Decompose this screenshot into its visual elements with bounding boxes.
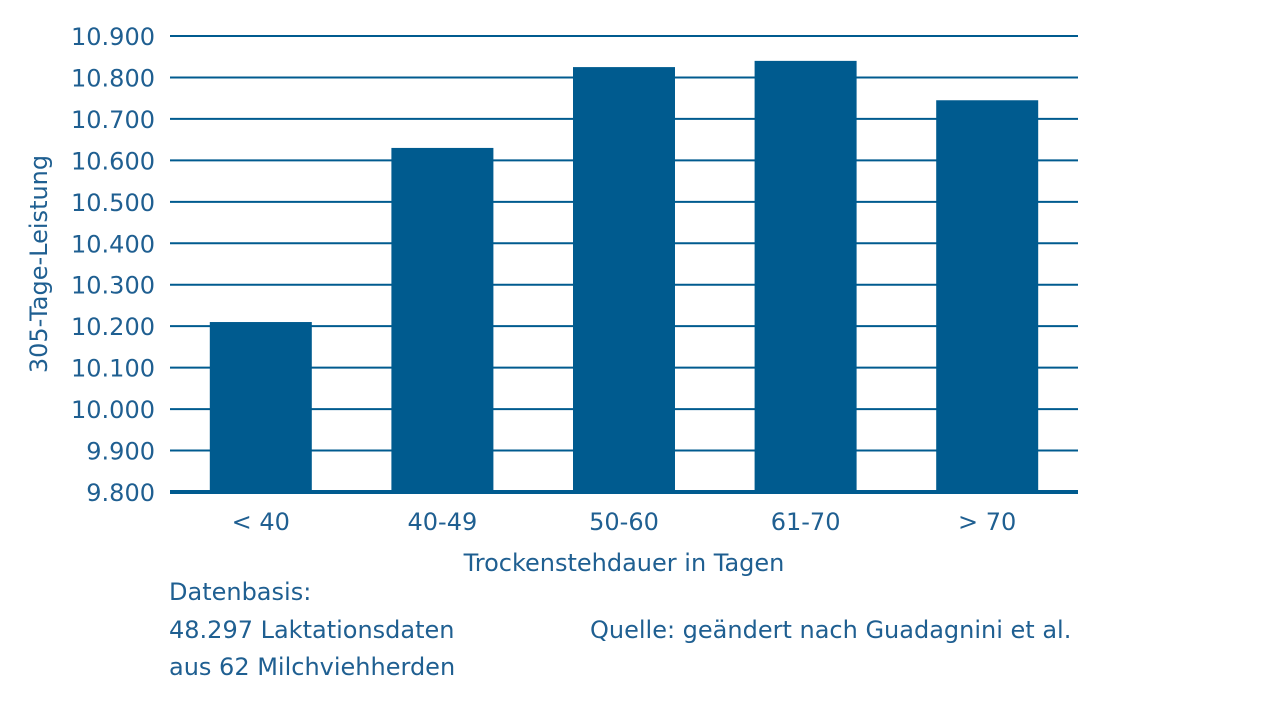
y-tick-label: 10.700	[71, 106, 155, 134]
x-category-label: > 70	[958, 508, 1016, 536]
bar	[209, 322, 312, 492]
bar	[754, 60, 857, 492]
y-tick-label: 10.000	[71, 396, 155, 424]
datenbasis-line1: 48.297 Laktationsdaten	[169, 616, 455, 644]
bar	[573, 67, 675, 492]
datenbasis-title: Datenbasis:	[169, 578, 312, 606]
x-axis-title: Trockenstehdauer in Tagen	[463, 549, 785, 577]
bar	[391, 147, 494, 492]
y-tick-label: 10.900	[71, 23, 155, 51]
x-category-label: 50-60	[589, 508, 659, 536]
bar	[936, 100, 1039, 492]
y-tick-label: 10.600	[71, 147, 155, 175]
x-category-label: 61-70	[771, 508, 841, 536]
y-tick-label: 10.800	[71, 64, 155, 92]
y-tick-label: 10.400	[71, 230, 155, 258]
y-tick-label: 9.800	[86, 479, 155, 507]
y-tick-label: 10.100	[71, 355, 155, 383]
bars	[209, 60, 1039, 492]
x-category-label: 40-49	[408, 508, 478, 536]
source-note: Quelle: geändert nach Guadagnini et al.	[590, 616, 1072, 644]
datenbasis-line2: aus 62 Milchviehherden	[169, 653, 456, 681]
y-axis-tick-labels: 9.800 9.900 10.000 10.100 10.200 10.300 10.400…	[71, 23, 155, 507]
y-axis-title: 305-Tage-Leistung	[25, 155, 53, 373]
y-tick-label: 10.300	[71, 272, 155, 300]
x-category-label: < 40	[232, 508, 290, 536]
y-tick-label: 9.900	[86, 438, 155, 466]
y-tick-label: 10.500	[71, 189, 155, 217]
x-axis-category-labels: < 40 40-49 50-60 61-70 > 70	[232, 508, 1017, 536]
y-tick-label: 10.200	[71, 313, 155, 341]
